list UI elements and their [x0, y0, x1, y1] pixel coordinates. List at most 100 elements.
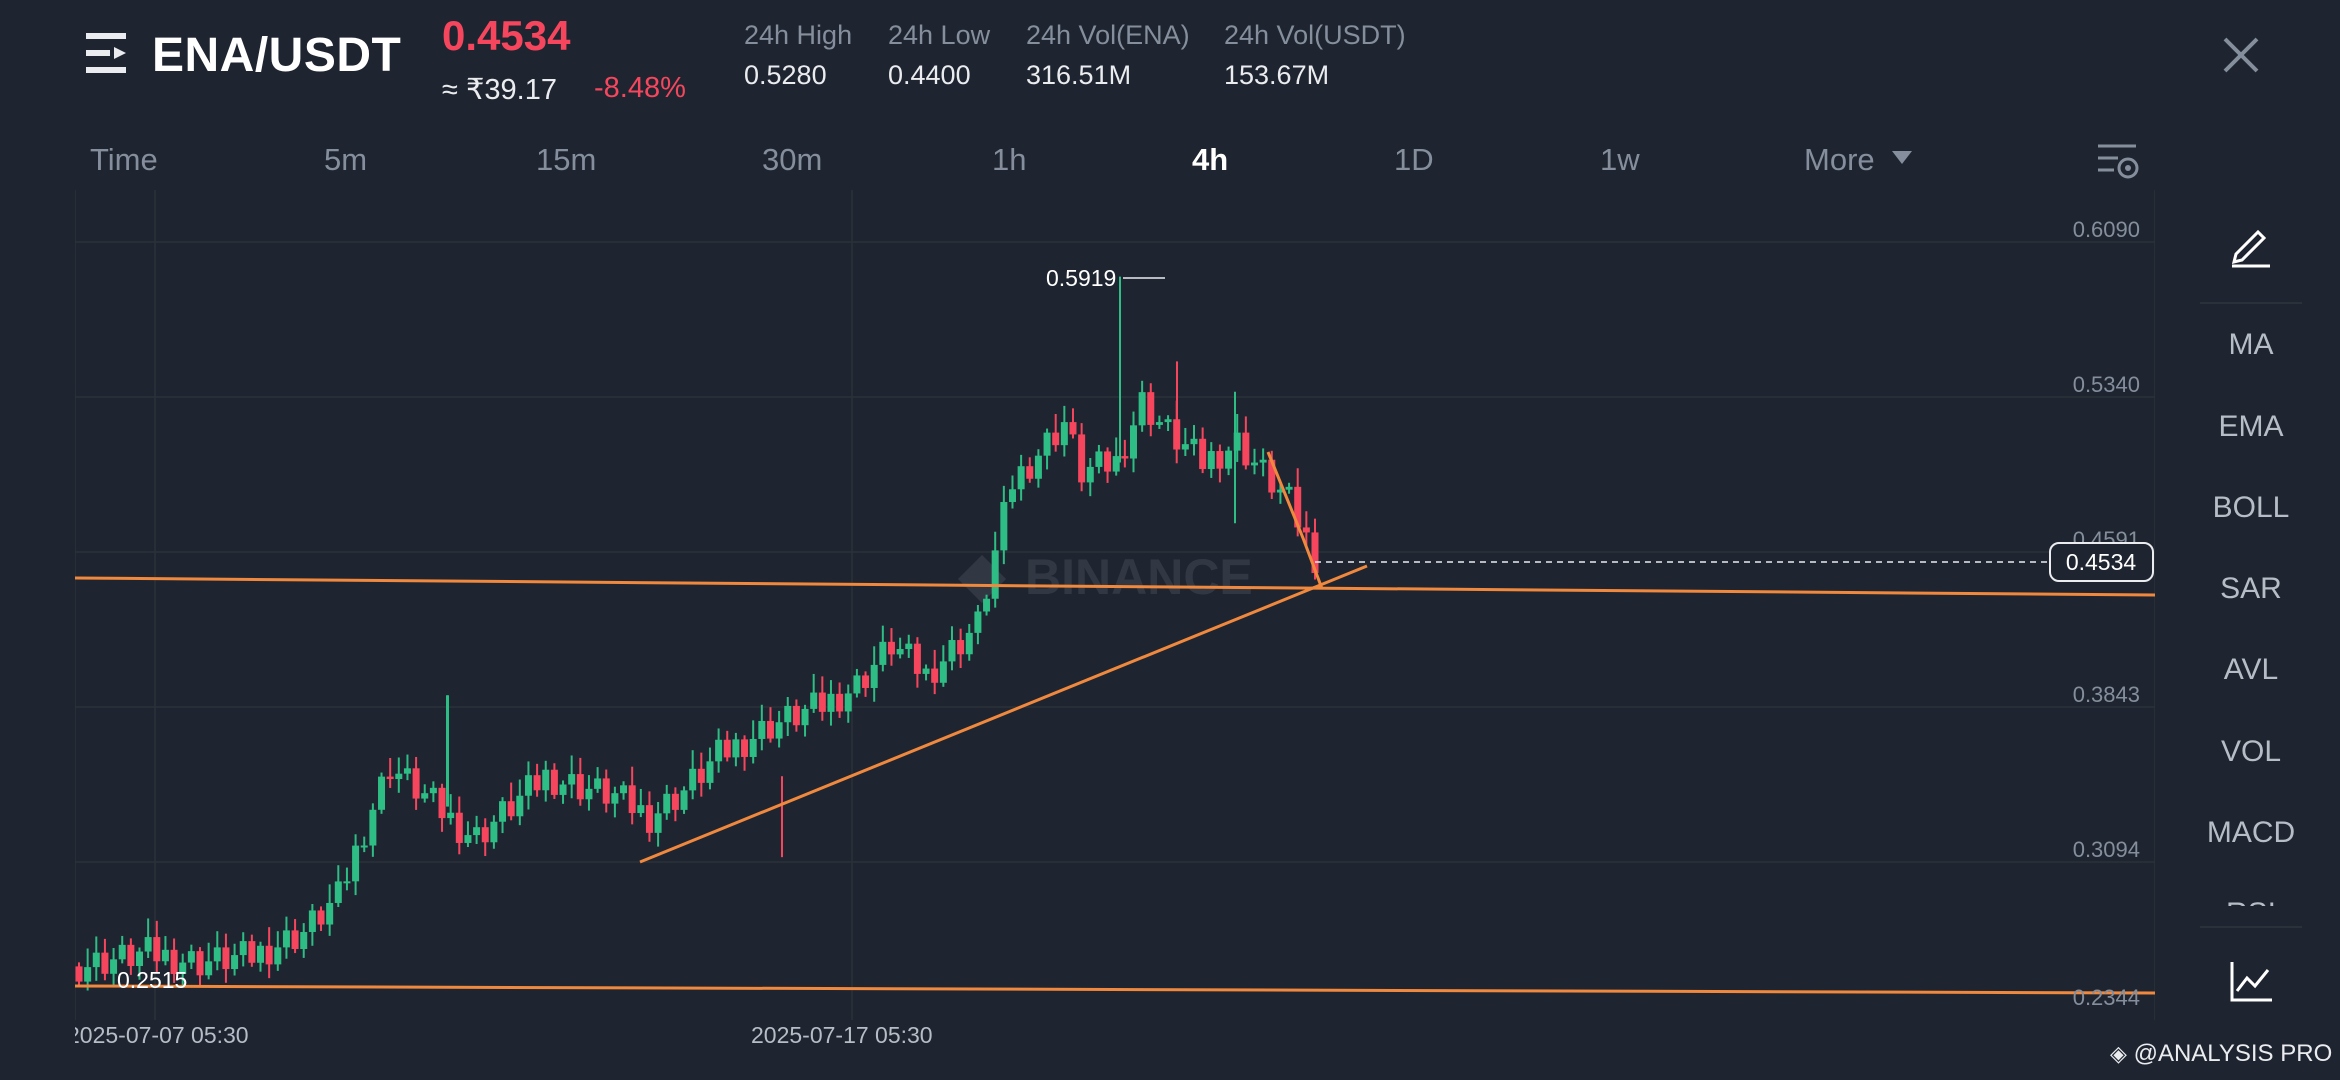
stat-vol-quote-value: 153.67M: [1224, 60, 1330, 90]
candle-body: [1173, 419, 1181, 450]
tab-time[interactable]: Time: [90, 142, 158, 177]
resistance-line: [75, 576, 2155, 597]
candle-body: [913, 643, 921, 674]
indicator-vol[interactable]: VOL: [2220, 735, 2282, 768]
candle-body: [153, 937, 161, 962]
candle-body: [749, 738, 757, 757]
candle-body: [1199, 438, 1207, 470]
candle-body: [274, 947, 282, 965]
stat-vol-base-label: 24h Vol(ENA): [1026, 20, 1190, 50]
candle-body: [827, 693, 835, 712]
tab-1w[interactable]: 1w: [1600, 142, 1640, 177]
candle-body: [611, 793, 619, 804]
tab-30m[interactable]: 30m: [762, 142, 823, 177]
candle-body: [516, 795, 524, 817]
indicator-avl[interactable]: AVL: [2223, 653, 2279, 686]
candle-body: [231, 955, 239, 970]
candle-body: [594, 778, 602, 789]
footer-brand: ◈ @ANALYSIS PRO: [2110, 1040, 2332, 1068]
candle-body: [792, 705, 800, 726]
stat-vol-base-value: 316.51M: [1026, 60, 1132, 90]
candle-body: [870, 664, 878, 688]
candle-body: [1155, 422, 1163, 425]
svg-text:BINANCE: BINANCE: [1025, 549, 1253, 605]
candle-body: [378, 776, 386, 810]
candle-body: [1138, 392, 1146, 426]
indicator-sar[interactable]: SAR: [2220, 572, 2282, 605]
chart-settings-icon[interactable]: [2096, 140, 2140, 184]
close-icon[interactable]: [2216, 30, 2266, 80]
candle-body: [326, 902, 334, 925]
candle-body: [550, 769, 558, 795]
candle-body: [161, 949, 169, 962]
time-tick: 2025-07-07 05:30: [75, 1022, 249, 1048]
candle-body: [1302, 527, 1310, 533]
price-tick: 0.3094: [2073, 837, 2140, 862]
tab-1d[interactable]: 1D: [1394, 142, 1434, 177]
tab-4h[interactable]: 4h: [1192, 142, 1229, 177]
candle-body: [922, 668, 930, 674]
candle-body: [1086, 466, 1094, 483]
candle-body: [1250, 462, 1258, 466]
stat-high-label: 24h High: [744, 20, 853, 50]
low-marker: 0.2515: [117, 967, 187, 993]
candle-body: [758, 720, 766, 739]
candle-body: [663, 793, 671, 814]
indicator-ema[interactable]: EMA: [2218, 410, 2284, 443]
candle-body: [939, 661, 947, 683]
candle-body: [1034, 455, 1042, 479]
candle-body: [222, 947, 230, 970]
chevron-down-icon[interactable]: [1892, 151, 1912, 164]
candle-body: [784, 705, 792, 723]
indicator-ma[interactable]: MA: [2228, 328, 2274, 361]
candle-body: [1242, 432, 1250, 466]
candle-body: [1207, 451, 1215, 470]
candlestick-chart[interactable]: BINANCE 0.5919 0.2515 0.6090 0.5340 0.45…: [75, 190, 2155, 1020]
indicator-boll[interactable]: BOLL: [2212, 491, 2290, 524]
candle-body: [1190, 438, 1198, 445]
candle-body: [1069, 422, 1077, 435]
candle-body: [671, 793, 679, 810]
candle-body: [507, 801, 515, 817]
candle-body: [412, 768, 420, 799]
candle-body: [1121, 456, 1129, 459]
line-chart-icon[interactable]: [2228, 958, 2274, 1004]
brand-diamond-icon: ◈: [2110, 1041, 2127, 1066]
candle-body: [239, 941, 247, 956]
chart-grid: [75, 190, 2155, 1020]
candle-body: [1104, 451, 1112, 472]
time-tick: 2025-07-17 05:30: [751, 1022, 933, 1048]
stat-low-label: 24h Low: [888, 20, 991, 50]
candle-body: [568, 774, 576, 785]
candle-body: [490, 821, 498, 843]
candle-body: [118, 944, 126, 960]
trendlines: [75, 451, 2155, 995]
support-base-line: [75, 984, 2155, 995]
candle-body: [836, 693, 844, 712]
tab-1h[interactable]: 1h: [992, 142, 1027, 177]
high-marker: 0.5919: [1046, 265, 1116, 291]
draw-pencil-icon[interactable]: [2228, 222, 2274, 268]
candle-body: [187, 951, 195, 963]
candle-body: [741, 739, 749, 757]
menu-icon[interactable]: [86, 30, 132, 76]
pair-title[interactable]: ENA/USDT: [152, 29, 402, 82]
binance-watermark: BINANCE: [957, 549, 1253, 605]
indicator-macd[interactable]: MACD: [2206, 816, 2296, 849]
tab-more[interactable]: More: [1804, 142, 1875, 177]
candle-body: [395, 773, 403, 780]
candle-body: [248, 941, 256, 963]
candle-body: [533, 775, 541, 791]
candle-body: [1008, 489, 1016, 503]
candle-body: [455, 812, 463, 843]
candle-body: [905, 643, 913, 650]
tab-5m[interactable]: 5m: [324, 142, 368, 177]
tab-15m[interactable]: 15m: [536, 142, 597, 177]
indicator-rsi[interactable]: RSI: [2200, 890, 2302, 906]
candle-body: [1129, 425, 1137, 459]
ascending-trendline: [639, 564, 1368, 864]
stat-low-value: 0.4400: [888, 60, 971, 90]
candle-body: [1078, 434, 1086, 483]
candle-body: [983, 598, 991, 612]
candle-body: [369, 809, 377, 846]
